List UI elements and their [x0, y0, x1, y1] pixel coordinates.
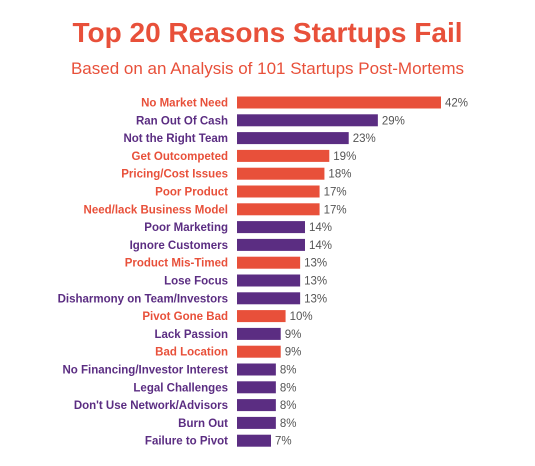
data-label: 17% — [324, 204, 347, 216]
bar — [237, 221, 305, 234]
bar — [237, 149, 330, 162]
bar — [237, 114, 378, 127]
category-label: Bad Location — [155, 347, 228, 359]
bar — [237, 238, 305, 251]
category-label: Failure to Pivot — [145, 436, 228, 448]
data-label: 13% — [304, 276, 327, 288]
bar — [237, 381, 276, 394]
bar — [237, 399, 276, 412]
data-label: 8% — [280, 400, 297, 412]
bar — [237, 345, 281, 358]
data-label: 8% — [280, 418, 297, 430]
bar — [237, 310, 286, 323]
data-label: 7% — [275, 436, 292, 448]
category-label: Pivot Gone Bad — [142, 311, 228, 323]
data-label: 14% — [309, 240, 332, 252]
bar — [237, 416, 276, 429]
data-label: 14% — [309, 222, 332, 234]
bar — [237, 132, 349, 145]
data-label: 19% — [333, 151, 356, 163]
category-label: Poor Marketing — [144, 222, 228, 234]
category-label: No Financing/Investor Interest — [63, 365, 229, 377]
data-label: 13% — [304, 293, 327, 305]
bar — [237, 96, 441, 109]
data-label: 13% — [304, 258, 327, 270]
data-label: 23% — [353, 133, 376, 145]
bar — [237, 167, 325, 180]
category-label: Lose Focus — [164, 276, 228, 288]
bar — [237, 363, 276, 376]
category-label: Get Outcompeted — [132, 151, 228, 163]
data-label: 8% — [280, 365, 297, 377]
data-label: 42% — [445, 98, 468, 110]
category-label: Ignore Customers — [130, 240, 228, 252]
data-label: 9% — [285, 347, 302, 359]
data-label: 17% — [324, 187, 347, 199]
data-label: 10% — [290, 311, 313, 323]
category-label: Lack Passion — [154, 329, 228, 341]
category-label: Ran Out Of Cash — [136, 115, 228, 127]
category-label: Need/lack Business Model — [84, 204, 228, 216]
bar — [237, 274, 301, 287]
bar — [237, 292, 301, 305]
category-label: Poor Product — [155, 187, 228, 199]
bar — [237, 434, 271, 447]
category-label: Disharmony on Team/Investors — [58, 293, 228, 305]
category-label: Legal Challenges — [133, 382, 228, 394]
bar — [237, 327, 281, 340]
bar — [237, 203, 320, 216]
category-label: Don't Use Network/Advisors — [74, 400, 228, 412]
data-label: 18% — [328, 169, 351, 181]
category-label: Not the Right Team — [123, 133, 228, 145]
chart-title: Top 20 Reasons Startups Fail — [72, 17, 463, 48]
bar — [237, 185, 320, 198]
category-label: Product Mis-Timed — [125, 258, 228, 270]
data-label: 8% — [280, 382, 297, 394]
bar — [237, 256, 301, 269]
data-label: 29% — [382, 115, 405, 127]
category-label: Pricing/Cost Issues — [121, 169, 228, 181]
chart-subtitle: Based on an Analysis of 101 Startups Pos… — [70, 59, 465, 78]
data-label: 9% — [285, 329, 302, 341]
category-label: Burn Out — [178, 418, 228, 430]
category-label: No Market Need — [141, 98, 228, 110]
